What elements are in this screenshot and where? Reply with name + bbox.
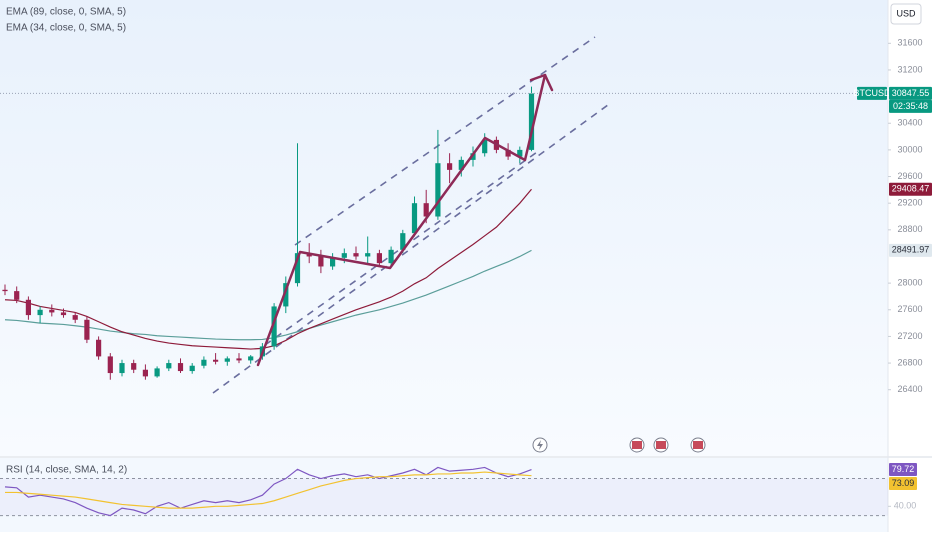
y-tick-label: 26400 [897,384,922,394]
zigzag-arrow [256,73,554,367]
channel-middle [264,149,541,346]
candle-body [248,356,254,361]
arrow-head [529,73,554,92]
y-tick-label: 27200 [897,331,922,341]
channel-upper [294,36,596,246]
candle-body [2,289,8,292]
candle-body [458,159,464,170]
candle-body [294,253,301,284]
countdown-label-bg [889,99,932,113]
last-price-label: 30847.55 [892,88,930,98]
candle-body [189,365,195,372]
y-tick-label: 30400 [897,118,922,128]
main-pane [0,0,888,456]
event-icons [532,437,706,453]
currency-button[interactable] [890,3,922,25]
ema-value-label-bg [889,182,932,196]
icon-flag-body [656,441,666,449]
rsi-value-label: 79.72 [892,464,915,474]
rsi-pane [0,458,888,532]
candle-body [84,319,90,340]
legend-entry: EMA (89, close, 0, SMA, 5) [6,7,126,18]
candle-body [423,203,429,217]
candle-body [376,253,382,264]
line [4,466,532,517]
y-tick-label: 30000 [897,144,922,154]
icon-lightning-bolt [537,440,543,450]
candle-body [271,306,277,347]
ema-value-label-bg [889,243,932,257]
candle-body [341,253,347,258]
candle-body [166,363,172,369]
candle-body [365,253,371,257]
ema-value-label: 29408.47 [892,184,930,194]
candle-body [283,283,289,307]
candle-body [447,163,453,170]
symbol-label: BTCUSD [853,88,891,98]
y-tick-label: 27600 [897,304,922,314]
candle-body [236,358,242,361]
rsi-value-label: 73.09 [892,478,915,488]
icon-flag-body [693,441,703,449]
symbol-label-bg [857,86,887,100]
candle-body [482,139,488,154]
icon-flag-body [632,441,642,449]
last-price-label-bg [889,86,932,100]
candle-body [528,93,535,150]
candle-body [177,363,184,372]
candle-body [60,312,67,316]
y-tick-label: 28800 [897,224,922,234]
candle-body [411,203,418,234]
candle-body [201,359,207,366]
y-tick-label: 26800 [897,357,922,367]
candle-body [96,339,102,357]
y-tick-label: 28000 [897,278,922,288]
y-tick-label: 31600 [897,38,922,48]
candle-body [400,233,406,250]
candle-body [49,309,55,313]
candle-body [353,253,359,257]
line [4,188,532,350]
candle-body [119,363,125,374]
candle-body [213,359,219,362]
rsi-value-label-bg [889,463,917,477]
candle-body [224,358,230,362]
candle-body [388,249,394,264]
y-tick-label: 29600 [897,171,922,181]
candle-body [330,257,336,267]
candle-body [435,163,441,217]
candle-body [72,315,78,320]
candle-body [37,309,43,316]
candle-body [107,356,113,374]
zigzag-path [256,73,547,367]
candle-body [318,256,324,267]
candle-body [517,149,523,157]
candle-body [505,149,511,157]
candle-body [131,363,137,370]
line [5,471,532,509]
candle-body [142,369,148,377]
candle-body [25,299,31,316]
y-tick-label: 31200 [897,64,922,74]
currency-label: USD [896,8,916,18]
marks: 26400 26800 27200 27600 28000 28800 29200 29600… [0,7,932,517]
rsi-band [0,478,888,516]
rsi-value-label-bg [889,477,917,491]
rsi-title: RSI (14, close, SMA, 14, 2) [6,465,127,476]
ema-value-label: 28491.97 [892,245,930,255]
countdown-label: 02:35:48 [893,101,928,111]
channel [212,36,613,394]
candle-body [470,153,476,160]
channel-lower [212,101,613,394]
candle-body [14,291,20,300]
y-tick-label: 40.00 [894,501,917,511]
legend-entry: EMA (34, close, 0, SMA, 5) [6,23,126,34]
candle-body [154,368,160,377]
y-tick-label: 29200 [897,198,922,208]
